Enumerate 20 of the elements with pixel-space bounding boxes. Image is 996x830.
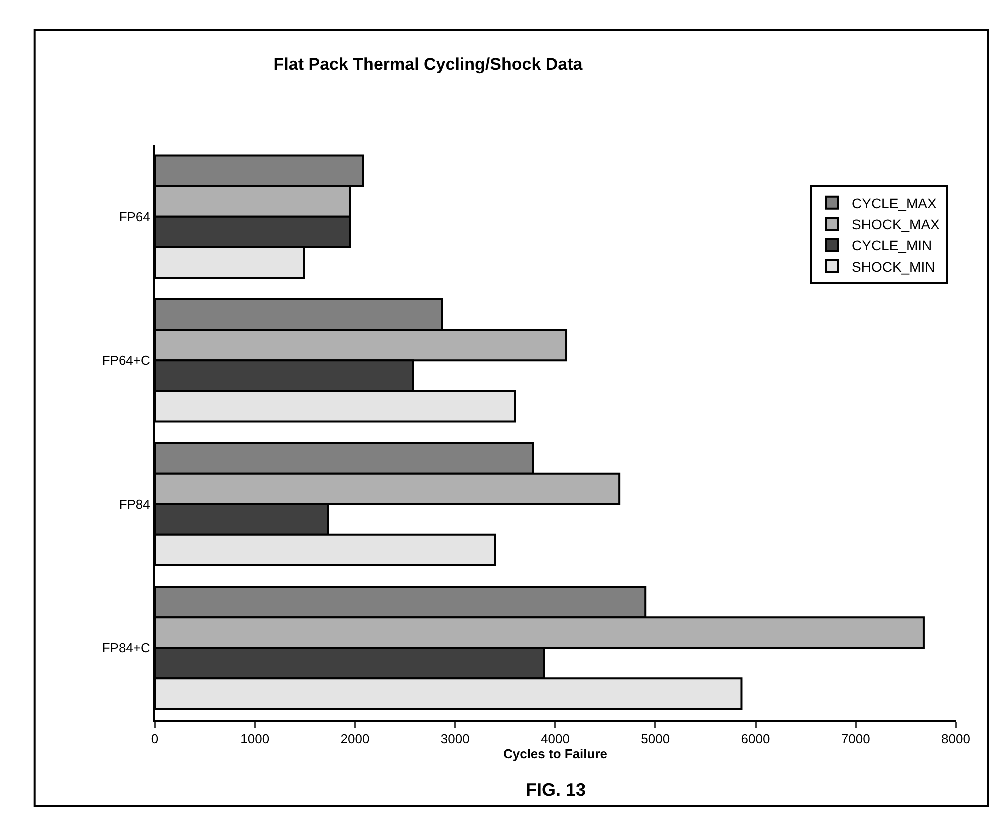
x-tick-label: 3000	[440, 732, 470, 747]
y-tick-label: FP84	[119, 496, 150, 512]
x-tick-label: 2000	[340, 732, 370, 747]
x-axis-title: Cycles to Failure	[503, 746, 608, 762]
legend-label: CYCLE_MAX	[852, 195, 938, 212]
legend-label: CYCLE_MIN	[852, 238, 932, 254]
y-tick-label: FP84+C	[102, 640, 150, 656]
caption: FIG. 13	[526, 780, 586, 800]
y-tick-label: FP64	[119, 209, 150, 224]
x-tick-label: 0	[151, 732, 159, 747]
y-tick-label: FP64+C	[102, 353, 150, 368]
x-tick-label: 7000	[841, 732, 870, 747]
x-tick-label: 1000	[240, 732, 270, 747]
x-tick-label: 8000	[942, 732, 970, 747]
legend-label: SHOCK_MIN	[852, 258, 936, 275]
x-tick-label: 5000	[641, 732, 670, 747]
legend-label: SHOCK_MAX	[852, 216, 941, 233]
x-tick-label: 4000	[541, 732, 570, 747]
x-tick-label: 6000	[741, 732, 770, 747]
chart-title: Flat Pack Thermal Cycling/Shock Data	[274, 55, 584, 74]
